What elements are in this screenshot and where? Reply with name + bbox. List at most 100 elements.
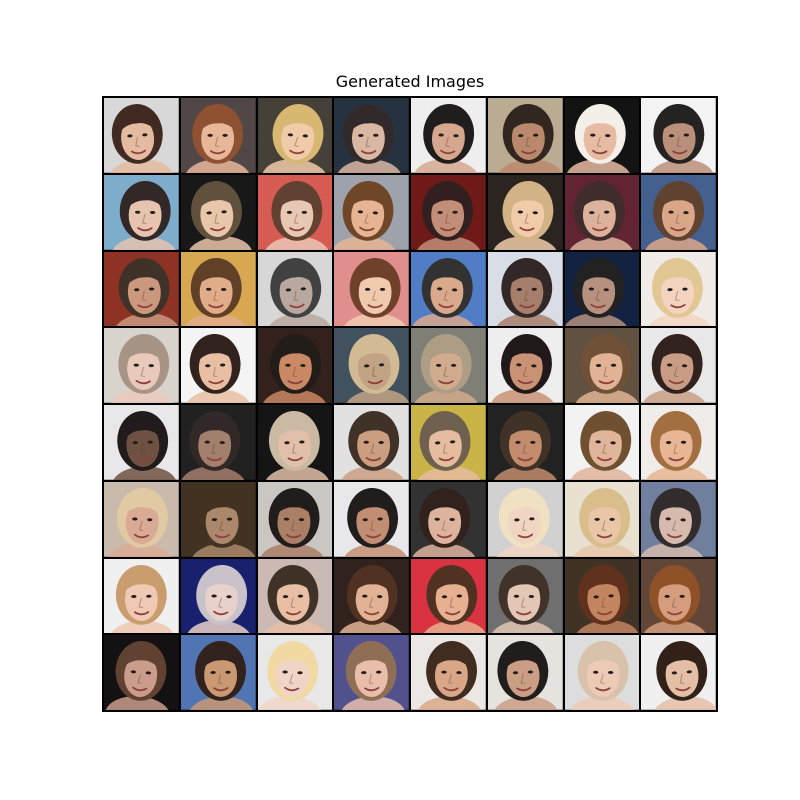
- face-sample-image: [257, 174, 333, 250]
- face-sample-tile: [334, 328, 409, 403]
- nose: [291, 366, 297, 378]
- face-sample-tile: [257, 405, 333, 480]
- mouth: [137, 226, 153, 231]
- shoulders: [190, 542, 256, 557]
- eye: [529, 440, 536, 444]
- face: [582, 193, 616, 237]
- face-sample-image: [180, 481, 256, 557]
- face-sample-tile: [104, 251, 179, 327]
- shoulders: [646, 312, 713, 327]
- face-sample-tile: [334, 98, 409, 173]
- face-sample-tile: [641, 251, 716, 327]
- face-sample-image: [334, 174, 409, 250]
- face: [358, 270, 392, 314]
- shoulders: [564, 312, 629, 327]
- face: [199, 270, 233, 314]
- shoulders: [336, 159, 403, 173]
- hair-fringe: [428, 343, 465, 362]
- face-sample-image: [641, 98, 716, 173]
- eye: [146, 594, 152, 598]
- face-sample-image: [564, 405, 640, 480]
- face: [198, 346, 232, 391]
- hair-fringe: [274, 573, 312, 593]
- eye: [608, 517, 615, 521]
- nose: [289, 597, 295, 608]
- face-sample-tile: [641, 481, 716, 557]
- hair-fringe: [584, 650, 622, 669]
- hair-fringe: [584, 573, 622, 593]
- nose: [217, 673, 223, 685]
- eye: [149, 210, 156, 214]
- face-sample-tile: [180, 251, 256, 327]
- eye: [302, 134, 308, 138]
- shoulders: [573, 389, 640, 403]
- hair-fringe: [426, 496, 464, 515]
- eye: [603, 287, 609, 291]
- mouth: [285, 610, 301, 615]
- shoulders: [111, 236, 178, 250]
- eye: [204, 440, 210, 444]
- shoulders: [107, 542, 173, 557]
- nose: [140, 366, 145, 378]
- eye: [516, 287, 522, 291]
- face: [431, 116, 465, 161]
- mouth: [214, 533, 230, 538]
- eye: [299, 364, 306, 368]
- mouth: [285, 533, 301, 538]
- face-sample-image: [180, 98, 256, 173]
- hair-fringe: [350, 189, 388, 209]
- eye: [436, 286, 443, 290]
- nose: [293, 136, 299, 148]
- face-sample-image: [334, 405, 409, 480]
- face-sample-image: [411, 174, 486, 250]
- face-sample-tile: [641, 98, 716, 173]
- nose: [138, 520, 144, 531]
- eye: [147, 440, 153, 444]
- mouth: [517, 379, 533, 385]
- face-sample-tile: [487, 251, 563, 327]
- nose: [288, 673, 294, 685]
- hair-fringe: [433, 573, 471, 593]
- face-sample-image: [334, 251, 409, 327]
- face-sample-tile: [104, 328, 179, 403]
- face-sample-image: [104, 635, 179, 710]
- face-sample-image: [257, 405, 333, 480]
- face-sample-tile: [641, 558, 716, 634]
- face-sample-image: [564, 98, 640, 173]
- shoulders: [413, 159, 480, 173]
- shoulders: [572, 543, 636, 557]
- eye: [669, 134, 675, 138]
- shoulders: [642, 389, 708, 403]
- face-sample-image: [257, 251, 333, 327]
- nose: [214, 213, 219, 224]
- mouth: [212, 610, 229, 615]
- eye: [226, 594, 232, 598]
- face-sample-tile: [334, 251, 409, 327]
- nose: [372, 290, 377, 301]
- eye: [452, 210, 458, 214]
- eye: [435, 364, 442, 368]
- eye: [517, 210, 523, 214]
- eye: [434, 441, 441, 445]
- nose: [673, 443, 679, 455]
- face: [200, 193, 234, 237]
- face: [510, 193, 544, 237]
- eye: [671, 671, 678, 675]
- shoulders: [111, 466, 178, 480]
- nose: [138, 597, 144, 608]
- face-sample-image: [411, 328, 486, 403]
- hair-fringe: [580, 266, 618, 286]
- shoulders: [494, 312, 561, 327]
- eye: [434, 517, 440, 521]
- face-sample-tile: [104, 405, 179, 480]
- shoulders: [648, 159, 715, 173]
- face-sample-tile: [564, 481, 640, 557]
- shoulders: [641, 542, 706, 557]
- eye: [595, 364, 601, 368]
- mouth: [670, 303, 686, 308]
- face: [581, 270, 615, 314]
- nose: [602, 366, 608, 378]
- eye: [206, 211, 212, 215]
- hair-fringe: [274, 650, 311, 670]
- face-sample-image: [180, 251, 256, 327]
